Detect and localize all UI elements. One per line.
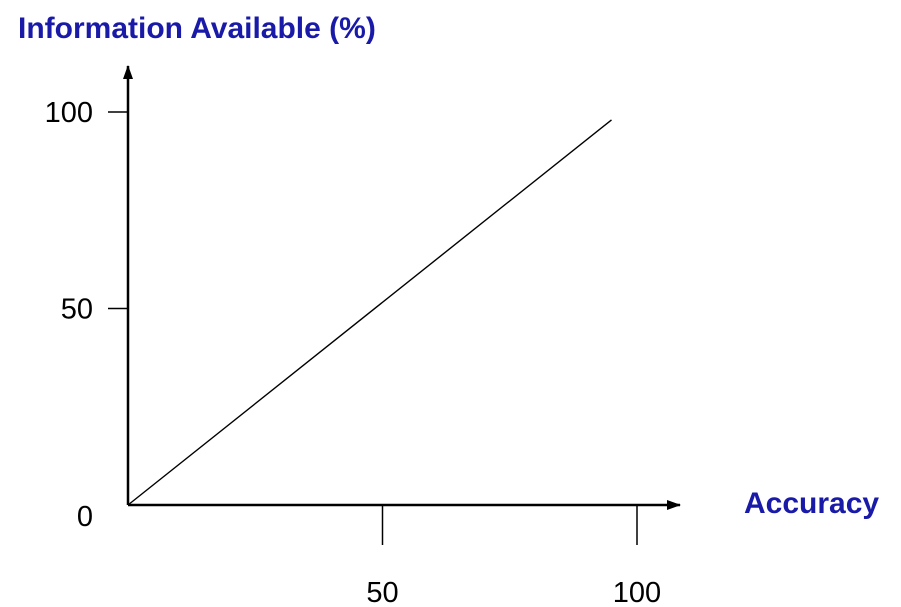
y-tick-label: 50 [61,294,93,326]
y-tick-label: 100 [45,97,93,129]
y-tick-label: 0 [77,501,93,533]
x-tick-label: 100 [613,577,661,607]
plot-area [127,119,612,506]
axis-ticks: 50 100 0 50 100 [45,97,662,607]
x-axis-title: Accuracy [744,487,879,520]
x-tick-label: 50 [366,577,398,607]
y-axis-title: Information Available (%) [18,12,376,45]
series-line [127,119,612,506]
